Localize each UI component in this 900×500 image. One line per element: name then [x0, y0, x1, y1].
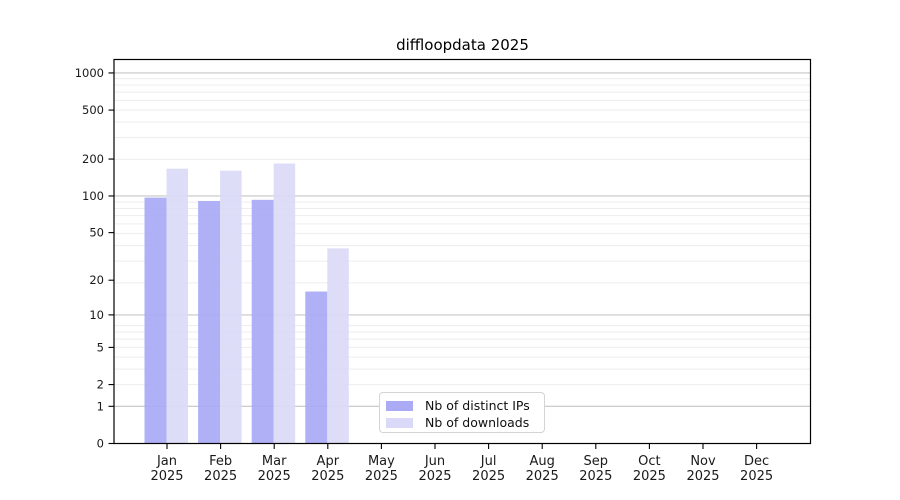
x-tick-label-year: 2025 [633, 469, 666, 484]
x-tick-label-month: Nov [690, 454, 716, 469]
y-tick-label: 1 [97, 399, 104, 413]
x-tick-label-month: Feb [209, 454, 232, 469]
x-tick-label-year: 2025 [740, 469, 773, 484]
x-tick-label-year: 2025 [579, 469, 612, 484]
x-tick-label-year: 2025 [311, 469, 344, 484]
x-tick-label-month: Dec [744, 454, 769, 469]
x-tick-label-year: 2025 [418, 469, 451, 484]
bar-downloads-mar [273, 163, 296, 444]
x-tick-label-month: Apr [317, 454, 340, 469]
legend-swatch-downloads [386, 417, 413, 428]
y-tick-label: 0 [97, 437, 104, 451]
legend-label-distinct-ips: Nb of distinct IPs [425, 398, 530, 413]
x-tick-label-month: Jul [480, 454, 497, 469]
bar-distinct-ips-apr [305, 291, 328, 444]
legend-item-distinct-ips: Nb of distinct IPs [386, 397, 544, 414]
x-tick-label-month: May [368, 454, 395, 469]
legend-label-downloads: Nb of downloads [425, 415, 530, 430]
x-tick-label-month: Aug [530, 454, 555, 469]
legend-swatch-distinct-ips [386, 400, 413, 411]
x-tick-label-year: 2025 [686, 469, 719, 484]
x-tick-label-month: Mar [262, 454, 287, 469]
x-tick-label-year: 2025 [472, 469, 505, 484]
x-tick-label-month: Jan [156, 454, 177, 469]
y-tick-label: 200 [82, 152, 104, 166]
bar-distinct-ips-feb [198, 200, 221, 444]
x-tick-label-year: 2025 [365, 469, 398, 484]
y-tick-label: 500 [82, 103, 104, 117]
y-tick-label: 20 [89, 273, 104, 287]
bar-distinct-ips-mar [251, 199, 274, 444]
chart-legend: Nb of distinct IPs Nb of downloads [379, 392, 545, 433]
y-tick-label: 1000 [75, 66, 104, 80]
x-tick-label-year: 2025 [258, 469, 291, 484]
y-tick-label: 10 [89, 308, 104, 322]
x-tick-label-month: Jun [424, 454, 445, 469]
x-tick-label-year: 2025 [526, 469, 559, 484]
legend-item-downloads: Nb of downloads [386, 414, 544, 431]
bar-downloads-feb [220, 170, 242, 444]
bar-distinct-ips-jan [144, 197, 167, 444]
y-tick-label: 100 [82, 189, 104, 203]
bar-downloads-apr [327, 248, 349, 444]
x-tick-label-month: Oct [638, 454, 660, 469]
y-tick-label: 5 [97, 340, 104, 354]
y-tick-label: 50 [89, 226, 104, 240]
plot-border [113, 58, 812, 445]
x-tick-label-year: 2025 [150, 469, 183, 484]
y-tick-label: 2 [97, 378, 104, 392]
x-tick-label-year: 2025 [204, 469, 237, 484]
bar-downloads-jan [166, 168, 188, 444]
x-tick-label-month: Sep [584, 454, 609, 469]
chart-title: diffloopdata 2025 [396, 36, 529, 54]
